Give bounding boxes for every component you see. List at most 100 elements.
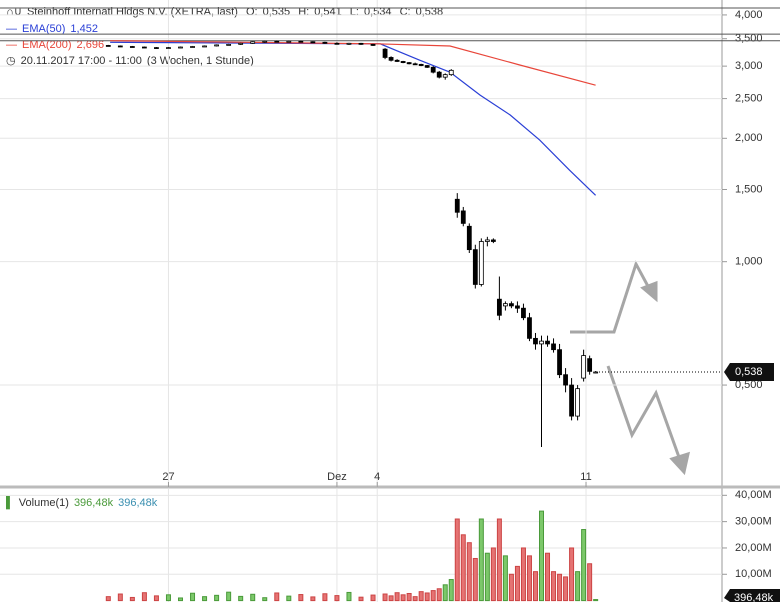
volume-bar	[484, 552, 490, 602]
candle-body	[418, 63, 424, 66]
volume-bar	[490, 547, 496, 602]
legend-name: EMA(50)	[22, 23, 66, 35]
volume-bar	[412, 596, 418, 602]
candle-body	[262, 40, 268, 43]
y-tick-label: 2,500	[735, 92, 763, 104]
ohlc-label: C:	[399, 6, 411, 18]
volume-bar	[388, 595, 394, 602]
candle-body	[551, 343, 556, 351]
candle-body	[202, 45, 207, 48]
candle-body	[286, 40, 292, 43]
volume-bar	[532, 571, 538, 602]
legend-name: EMA(200)	[22, 39, 72, 51]
volume-bar	[346, 591, 352, 602]
volume-bar	[539, 510, 544, 602]
volume-bar	[226, 591, 232, 602]
candle-body	[226, 43, 232, 46]
arrow	[570, 260, 652, 334]
volume-bar	[370, 594, 376, 602]
candle-body	[274, 40, 280, 43]
volume-bar	[105, 596, 111, 602]
arrowhead	[669, 451, 691, 476]
y-tick-label: 40,00M	[735, 489, 772, 501]
volume-bar	[442, 584, 448, 602]
period: 20.11.2017 17:00 - 11:00	[20, 55, 142, 67]
candle-body	[334, 42, 340, 45]
candle-body	[484, 239, 490, 242]
volume-bar	[190, 592, 196, 602]
icon: ▌	[6, 497, 14, 509]
candle-body	[442, 74, 448, 78]
x-tick-label: 27	[162, 471, 174, 483]
candle-body	[563, 374, 568, 386]
volume-box	[724, 589, 780, 602]
volume-bar	[178, 597, 183, 602]
candle-body	[105, 45, 111, 47]
candle-body	[129, 46, 135, 48]
legend-value: 2,696	[76, 39, 105, 51]
candle-body	[557, 349, 562, 376]
candle-body	[141, 46, 147, 49]
volume-bar	[448, 579, 454, 602]
legend-swatch: —	[6, 39, 17, 51]
candle-body	[190, 46, 195, 48]
price-label: 0,538	[735, 366, 763, 378]
clock-icon: ◷	[6, 55, 16, 67]
volume-bar	[478, 518, 484, 602]
candle-body	[394, 59, 400, 62]
volume-bar	[129, 596, 135, 602]
volume-bar	[496, 518, 502, 602]
volume-bar	[545, 552, 551, 602]
volume-bar	[424, 592, 430, 602]
candle-body	[527, 317, 532, 339]
volume-bar	[508, 573, 514, 602]
ema-line	[110, 41, 597, 196]
x-tick-label: Dez	[327, 471, 347, 483]
volume-bar	[587, 563, 593, 602]
candle-body	[533, 337, 538, 345]
candle-body	[430, 66, 436, 73]
legend-row: ◷ 20.11.2017 17:00 - 11:00 (3 Wochen, 1 St…	[6, 53, 259, 69]
volume-bar	[274, 592, 280, 602]
ema-line	[110, 40, 596, 86]
volume-bar	[563, 576, 569, 602]
legend-value: 1,452	[70, 23, 98, 35]
volume-bar	[460, 534, 466, 602]
candle-body	[509, 303, 514, 307]
volume-bar	[286, 595, 292, 602]
volume-bar	[575, 571, 581, 602]
candle-body	[436, 71, 442, 78]
candle-body	[346, 42, 352, 45]
candle-body	[238, 42, 244, 45]
candle-body	[424, 65, 430, 68]
legend-swatch: —	[6, 23, 17, 35]
y-tick-label: 10,00M	[735, 568, 772, 580]
y-tick-label: 3,000	[735, 60, 763, 72]
candle-body	[166, 47, 171, 49]
candle-body	[117, 45, 123, 48]
volume-bar	[593, 599, 599, 602]
candle-body	[502, 303, 508, 307]
candle-body	[581, 355, 587, 379]
volume-bar	[310, 596, 316, 602]
volume-bar	[334, 595, 340, 602]
volume-bar	[382, 593, 388, 602]
candle-body	[575, 388, 580, 417]
volume-label: Volume(1)	[18, 497, 69, 509]
volume-bar	[418, 591, 424, 602]
volume-bar	[406, 592, 412, 602]
candle-body	[154, 47, 159, 49]
candle-body	[472, 249, 478, 285]
volume-bar	[526, 555, 532, 602]
candle-body	[539, 340, 544, 345]
legend-row: — EMA(200) 2,696	[6, 37, 109, 53]
volume-bar	[141, 592, 147, 602]
volume-bar	[581, 529, 587, 602]
volume-bar	[117, 593, 123, 602]
candle-body	[388, 57, 394, 61]
candle-body	[406, 62, 412, 65]
candle-body	[298, 40, 304, 43]
volume-bar	[472, 557, 478, 602]
volume-bar	[238, 595, 244, 602]
volume-bar	[514, 565, 520, 602]
